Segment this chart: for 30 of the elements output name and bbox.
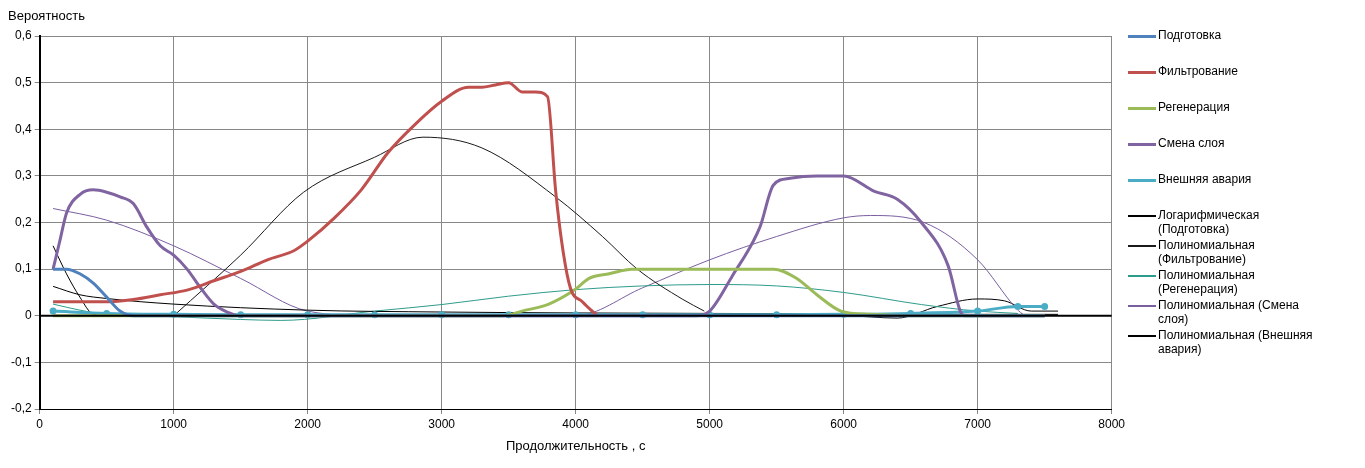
- y-tick-label: 0,4: [14, 121, 32, 136]
- legend-label: Регенерация: [1158, 100, 1230, 114]
- y-tick-label: 0: [24, 308, 32, 323]
- legend-label: Внешняя авария: [1158, 172, 1252, 186]
- legend-label: Полиномиальная (Фильтрование): [1158, 238, 1256, 266]
- x-tick-label: 3000: [428, 416, 456, 431]
- y-tick-label: 0,6: [14, 28, 32, 43]
- x-tick-label: 5000: [696, 416, 724, 431]
- legend-label: Полиномиальная (Смена слоя): [1158, 298, 1300, 326]
- legend-label: Фильтрование: [1158, 64, 1238, 78]
- y-tick-label: 0,5: [14, 74, 32, 89]
- legend-label: Логарифмическая (Подготовка): [1158, 208, 1261, 236]
- x-tick-label: 1000: [160, 416, 188, 431]
- legend-label: Смена слоя: [1158, 136, 1225, 150]
- y-tick-label: -0,2: [10, 401, 32, 416]
- x-tick-label: 6000: [830, 416, 858, 431]
- y-tick-label: -0,1: [10, 354, 32, 369]
- x-tick-label: 2000: [294, 416, 322, 431]
- legend-label: Полиномиальная (Регенерация): [1158, 268, 1256, 296]
- x-tick-label: 4000: [562, 416, 590, 431]
- y-axis-title: Вероятность: [8, 8, 85, 23]
- y-tick-label: 0,1: [14, 261, 32, 276]
- legend-label: Полиномиальная (Внешняя авария): [1158, 328, 1314, 356]
- x-tick-label: 8000: [1098, 416, 1126, 431]
- x-tick-label: 0: [36, 416, 44, 431]
- y-tick-label: 0,2: [14, 214, 32, 229]
- x-axis-title: Продолжительность , с: [505, 437, 646, 453]
- x-tick-label: 7000: [964, 416, 992, 431]
- legend-label: Подготовка: [1158, 28, 1222, 42]
- y-tick-label: 0,3: [14, 168, 32, 183]
